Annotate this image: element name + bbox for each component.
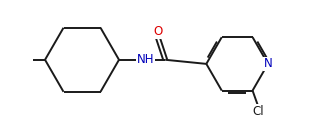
Text: N: N (264, 57, 272, 70)
Text: O: O (153, 25, 162, 38)
Text: Cl: Cl (252, 105, 264, 118)
Text: NH: NH (137, 53, 154, 66)
